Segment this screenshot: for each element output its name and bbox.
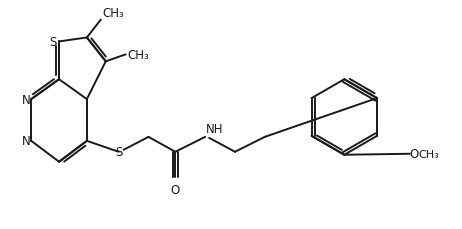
Text: O: O: [409, 148, 419, 161]
Text: S: S: [115, 146, 122, 158]
Text: CH₃: CH₃: [419, 149, 440, 159]
Text: NH: NH: [206, 122, 224, 135]
Text: CH₃: CH₃: [103, 7, 125, 19]
Text: S: S: [50, 36, 57, 49]
Text: N: N: [21, 135, 30, 148]
Text: N: N: [21, 93, 30, 106]
Text: O: O: [171, 183, 180, 196]
Text: CH₃: CH₃: [128, 49, 149, 62]
